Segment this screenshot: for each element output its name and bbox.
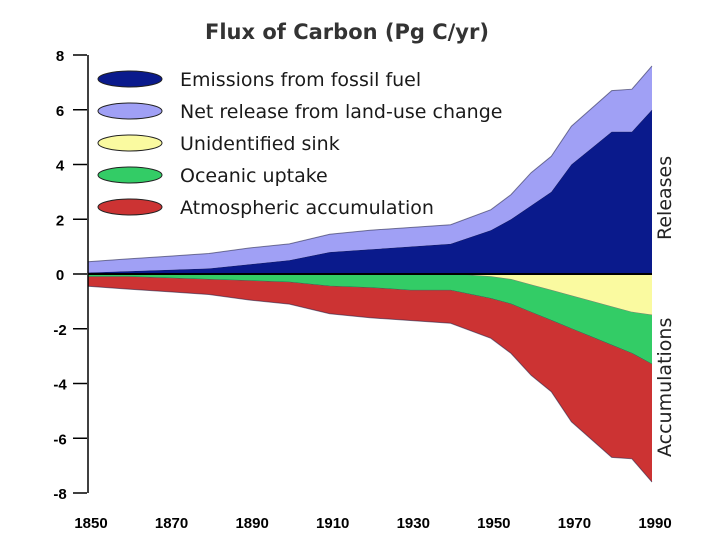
x-tick-label: 1870 (155, 515, 188, 532)
legend-swatch-emissions-from-fossil-fuel (97, 70, 163, 88)
area-emissions-from-fossil-fuel (88, 109, 652, 274)
x-tick-label: 1910 (316, 515, 349, 532)
area-unidentified-sink (88, 274, 652, 316)
x-tick-label: 1950 (477, 515, 510, 532)
area-oceanic-uptake (88, 274, 652, 365)
x-tick-label: 1970 (558, 515, 591, 532)
y-tick-label: -6 (53, 431, 66, 448)
chart-areas (87, 65, 653, 483)
y-tick-label: 0 (56, 267, 64, 284)
accumulations-label: Accumulations (654, 318, 676, 457)
x-tick-label: 1930 (397, 515, 430, 532)
y-tick-label: -8 (53, 486, 66, 503)
y-tick-label: -2 (53, 322, 66, 339)
y-tick-label: -4 (53, 377, 67, 394)
legend-label-net-release-from-land-use-change: Net release from land-use change (180, 101, 502, 123)
legend-label-oceanic-uptake: Oceanic uptake (180, 165, 328, 187)
legend-swatch-net-release-from-land-use-change (97, 102, 163, 120)
y-tick-label: 6 (56, 103, 64, 120)
legend-swatch-unidentified-sink (97, 134, 163, 152)
area-net-release-from-land-use-change (88, 65, 652, 273)
releases-label: Releases (654, 156, 676, 240)
x-tick-label: 1850 (74, 515, 107, 532)
edge-net-release-from-land-use-change (87, 65, 653, 263)
x-tick-label: 1990 (638, 515, 671, 532)
legend-swatch-oceanic-uptake (97, 166, 163, 184)
legend-label-unidentified-sink: Unidentified sink (180, 133, 340, 155)
x-tick-label: 1890 (235, 515, 268, 532)
legend-swatch-atmospheric-accumulation (97, 198, 163, 216)
area-atmospheric-accumulation (88, 276, 652, 483)
legend-label-atmospheric-accumulation: Atmospheric accumulation (180, 197, 434, 219)
edge-atmospheric-accumulation (87, 285, 653, 483)
chart-title: Flux of Carbon (Pg C/yr) (205, 20, 489, 44)
legend: Emissions from fossil fuel Net release fr… (97, 69, 502, 219)
x-axis: 1850 1870 1890 1910 1930 1950 1970 1990 (74, 515, 671, 532)
y-axis: 8 6 4 2 0 -2 -4 -6 -8 (53, 48, 87, 503)
y-tick-label: 8 (56, 48, 64, 65)
y-tick-label: 2 (56, 212, 64, 229)
y-tick-label: 4 (56, 158, 65, 175)
legend-label-emissions-from-fossil-fuel: Emissions from fossil fuel (180, 69, 421, 91)
